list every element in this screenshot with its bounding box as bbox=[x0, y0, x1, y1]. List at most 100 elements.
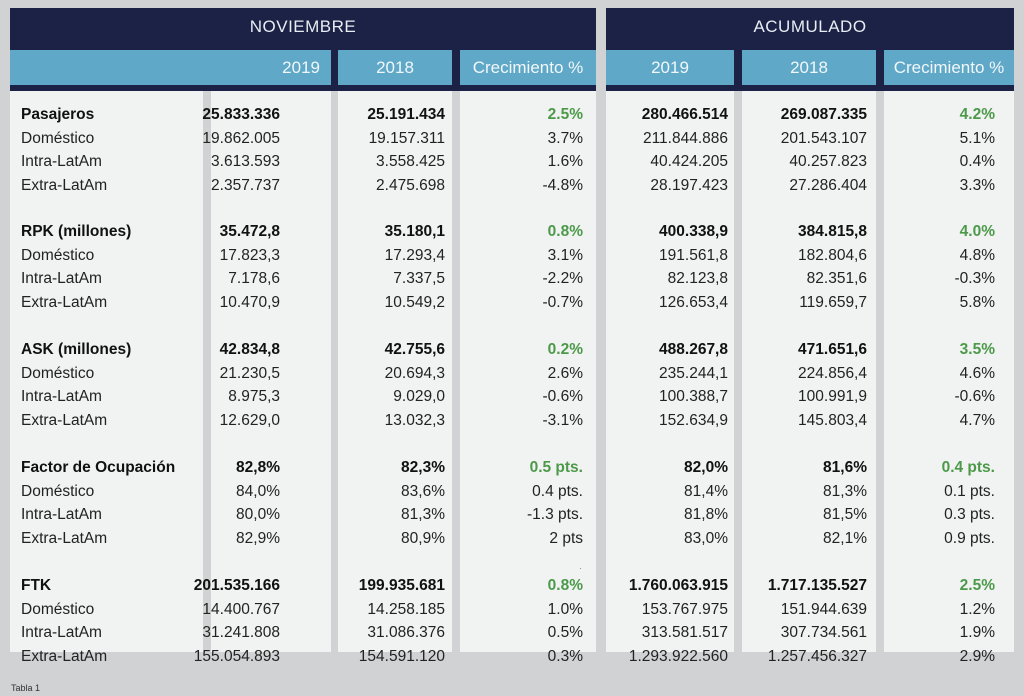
row-y2019: 191.561,8 bbox=[659, 246, 728, 264]
table-caption: Tabla 1 bbox=[11, 683, 41, 693]
total-m2018: 35.180,1 bbox=[384, 223, 445, 240]
total-y2019: 82,0% bbox=[684, 459, 728, 476]
row-label: Doméstico bbox=[21, 482, 95, 500]
month-col-2018-header: 2018 bbox=[338, 50, 452, 85]
row-label: Doméstico bbox=[21, 129, 95, 147]
row-yg: 0.9 pts. bbox=[944, 529, 995, 547]
stray-mark bbox=[580, 568, 581, 569]
row-label: Doméstico bbox=[21, 246, 95, 264]
total-yg: 2.5% bbox=[959, 577, 995, 594]
row-m2018: 19.157.311 bbox=[368, 129, 445, 147]
row-mg: 2.6% bbox=[547, 364, 583, 382]
ytd-col-growth-header: Crecimiento % bbox=[884, 50, 1014, 85]
row-label: Doméstico bbox=[21, 600, 95, 618]
total-m2018: 25.191.434 bbox=[367, 106, 445, 123]
row-label: Intra-LatAm bbox=[21, 270, 102, 287]
row-mg: 0.5% bbox=[547, 624, 583, 641]
ytd-col-2018-header: 2018 bbox=[742, 50, 876, 85]
row-y2019: 81,8% bbox=[684, 506, 728, 523]
row-m2018: 83,6% bbox=[401, 482, 445, 500]
total-y2019: 280.466.514 bbox=[641, 106, 728, 123]
month-col-growth-header: Crecimiento % bbox=[460, 50, 596, 85]
row-yg: 2.9% bbox=[959, 647, 995, 665]
row-y2018: 151.944.639 bbox=[780, 600, 867, 618]
row-label: Intra-LatAm bbox=[21, 153, 102, 170]
group-label: FTK bbox=[21, 577, 52, 594]
row-yg: 4.8% bbox=[959, 246, 995, 264]
total-m2019: 82,8% bbox=[236, 459, 280, 476]
total-y2019: 1.760.063.915 bbox=[628, 577, 728, 594]
row-mg: -0.7% bbox=[542, 293, 584, 311]
row-y2018: 224.856,4 bbox=[798, 364, 867, 382]
row-m2019: 19.862.005 bbox=[202, 129, 280, 147]
row-m2018: 17.293,4 bbox=[384, 246, 445, 264]
total-mg: 0.5 pts. bbox=[529, 459, 583, 476]
ytd-growth-column bbox=[884, 91, 1014, 652]
row-m2018: 3.558.425 bbox=[376, 153, 445, 170]
row-y2019: 235.244,1 bbox=[659, 364, 728, 382]
row-m2019: 7.178,6 bbox=[228, 270, 280, 287]
total-m2019: 201.535.166 bbox=[193, 577, 280, 594]
row-y2019: 81,4% bbox=[684, 482, 728, 500]
row-label: Doméstico bbox=[21, 364, 95, 382]
row-y2018: 82.351,6 bbox=[806, 270, 867, 287]
total-y2018: 1.717.135.527 bbox=[767, 577, 867, 594]
total-mg: 2.5% bbox=[547, 106, 583, 123]
row-yg: 4.6% bbox=[959, 364, 995, 382]
row-m2018: 2.475.698 bbox=[376, 176, 445, 194]
ytd-2019-column bbox=[606, 91, 734, 652]
row-m2019: 8.975,3 bbox=[228, 388, 280, 405]
total-m2019: 25.833.336 bbox=[202, 106, 280, 123]
row-y2018: 1.257.456.327 bbox=[767, 647, 867, 665]
row-m2018: 31.086.376 bbox=[367, 624, 445, 641]
row-yg: 0.1 pts. bbox=[944, 482, 995, 500]
row-m2019: 84,0% bbox=[236, 482, 280, 500]
row-mg: 3.7% bbox=[547, 129, 583, 147]
month-col-2019-header: 2019 bbox=[10, 50, 331, 85]
row-yg: 1.2% bbox=[959, 600, 995, 618]
total-m2019: 35.472,8 bbox=[219, 223, 280, 240]
row-y2018: 82,1% bbox=[823, 529, 867, 547]
row-m2018: 80,9% bbox=[401, 529, 445, 547]
row-m2018: 10.549,2 bbox=[384, 293, 445, 311]
row-y2018: 27.286.404 bbox=[789, 176, 867, 194]
month-growth-column bbox=[460, 91, 596, 652]
row-y2019: 1.293.922.560 bbox=[628, 647, 728, 665]
row-m2019: 80,0% bbox=[236, 506, 280, 523]
total-m2018: 82,3% bbox=[401, 459, 445, 476]
row-mg: 1.0% bbox=[547, 600, 583, 618]
row-mg: 0.3% bbox=[547, 647, 583, 665]
total-y2019: 488.267,8 bbox=[659, 341, 728, 358]
row-m2019: 82,9% bbox=[236, 529, 280, 547]
row-label: Extra-LatAm bbox=[21, 529, 108, 547]
row-yg: 5.1% bbox=[959, 129, 995, 147]
row-m2019: 21.230,5 bbox=[219, 364, 280, 382]
row-y2018: 201.543.107 bbox=[780, 129, 867, 147]
row-yg: 3.3% bbox=[959, 176, 995, 194]
row-m2019: 2.357.737 bbox=[211, 176, 280, 194]
row-y2018: 182.804,6 bbox=[798, 246, 867, 264]
total-yg: 3.5% bbox=[959, 341, 995, 358]
row-y2019: 313.581.517 bbox=[641, 624, 728, 641]
row-y2018: 119.659,7 bbox=[799, 293, 867, 311]
total-m2018: 199.935.681 bbox=[358, 577, 445, 594]
row-label: Extra-LatAm bbox=[21, 647, 108, 665]
total-m2018: 42.755,6 bbox=[384, 341, 445, 358]
row-y2019: 152.634,9 bbox=[659, 411, 728, 429]
row-m2019: 31.241.808 bbox=[202, 624, 280, 641]
row-y2018: 145.803,4 bbox=[798, 411, 867, 429]
row-y2018: 40.257.823 bbox=[789, 153, 867, 170]
row-yg: 1.9% bbox=[959, 624, 995, 641]
total-yg: 4.2% bbox=[959, 106, 995, 123]
row-y2019: 211.844.886 bbox=[642, 129, 728, 147]
row-yg: -0.6% bbox=[954, 388, 996, 405]
row-y2019: 83,0% bbox=[684, 529, 728, 547]
group-label: Pasajeros bbox=[21, 106, 95, 123]
group-label: RPK (millones) bbox=[21, 223, 132, 240]
month-2019-column bbox=[211, 91, 331, 652]
total-mg: 0.8% bbox=[547, 223, 583, 240]
total-y2019: 400.338,9 bbox=[659, 223, 728, 240]
row-m2018: 7.337,5 bbox=[393, 270, 445, 287]
total-yg: 0.4 pts. bbox=[941, 459, 995, 476]
row-label: Intra-LatAm bbox=[21, 624, 102, 641]
